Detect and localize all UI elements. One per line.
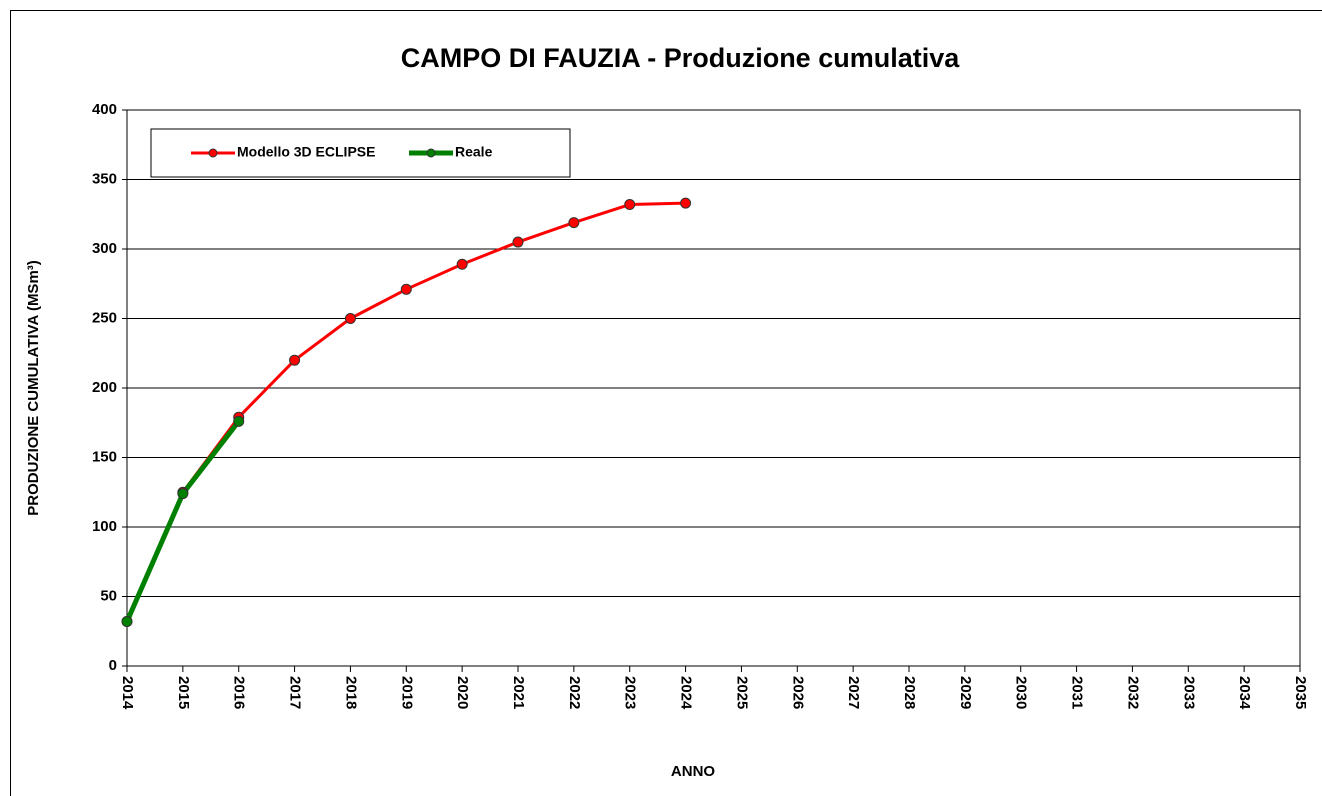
x-tick-label: 2023 bbox=[622, 676, 639, 709]
x-tick-label: 2031 bbox=[1069, 676, 1086, 709]
x-tick-label: 2019 bbox=[398, 676, 415, 709]
data-point bbox=[568, 217, 580, 229]
y-tick-label: 350 bbox=[92, 170, 117, 187]
x-tick-label: 2025 bbox=[733, 676, 750, 709]
data-point bbox=[121, 616, 133, 628]
data-point bbox=[680, 197, 692, 209]
x-tick-label: 2032 bbox=[1124, 676, 1141, 709]
y-axis-title: PRODUZIONE CUMULATIVA (MSm³) bbox=[25, 260, 42, 516]
x-tick-label: 2026 bbox=[789, 676, 806, 709]
legend-marker bbox=[426, 148, 436, 158]
data-point bbox=[512, 236, 524, 248]
legend-marker bbox=[208, 148, 218, 158]
data-point bbox=[400, 283, 412, 295]
x-tick-label: 2021 bbox=[510, 676, 527, 709]
x-tick-label: 2035 bbox=[1292, 676, 1309, 709]
x-tick-label: 2027 bbox=[845, 676, 862, 709]
x-tick-label: 2016 bbox=[231, 676, 248, 709]
x-tick-label: 2015 bbox=[175, 676, 192, 709]
data-point bbox=[624, 199, 636, 211]
x-tick-label: 2034 bbox=[1236, 676, 1253, 710]
data-point bbox=[233, 415, 245, 427]
x-tick-label: 2029 bbox=[957, 676, 974, 709]
x-tick-label: 2017 bbox=[287, 676, 304, 709]
y-tick-label: 150 bbox=[92, 448, 117, 465]
x-tick-label: 2020 bbox=[454, 676, 471, 709]
x-tick-label: 2014 bbox=[119, 676, 136, 710]
y-tick-label: 50 bbox=[100, 587, 117, 604]
legend-label: Modello 3D ECLIPSE bbox=[237, 144, 375, 160]
x-axis-title: ANNO bbox=[671, 763, 715, 780]
data-point bbox=[177, 488, 189, 500]
y-tick-label: 100 bbox=[92, 518, 117, 535]
x-tick-label: 2024 bbox=[678, 676, 695, 710]
legend-label: Reale bbox=[455, 144, 493, 160]
y-tick-label: 200 bbox=[92, 379, 117, 396]
y-tick-label: 250 bbox=[92, 309, 117, 326]
x-tick-label: 2018 bbox=[342, 676, 359, 709]
y-tick-label: 400 bbox=[92, 101, 117, 118]
chart-title: CAMPO DI FAUZIA - Produzione cumulativa bbox=[401, 43, 961, 73]
x-tick-label: 2022 bbox=[566, 676, 583, 709]
y-tick-label: 0 bbox=[109, 657, 117, 674]
data-point bbox=[344, 313, 356, 324]
data-point bbox=[456, 258, 468, 270]
data-point bbox=[289, 354, 301, 366]
y-tick-label: 300 bbox=[92, 240, 117, 257]
x-tick-label: 2030 bbox=[1013, 676, 1030, 709]
x-tick-label: 2033 bbox=[1180, 676, 1197, 709]
x-tick-label: 2028 bbox=[901, 676, 918, 709]
